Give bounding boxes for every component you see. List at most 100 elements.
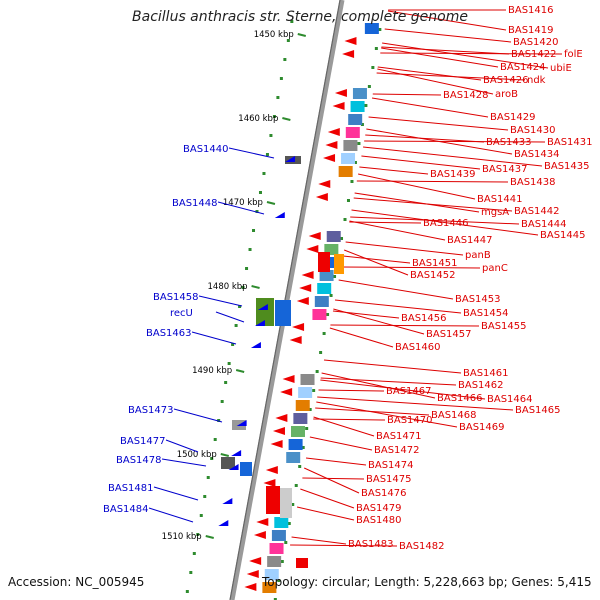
reverse-leader-line: [362, 146, 543, 167]
reverse-gene-label: panC: [482, 263, 508, 274]
scale-label: 1500 kbp: [177, 450, 217, 460]
tick-dots: [185, 20, 382, 600]
reverse-leader-line: [343, 249, 409, 276]
reverse-leader-line: [345, 241, 464, 256]
forward-gene-label: BAS1440: [183, 144, 229, 155]
forward-gene-block: [240, 462, 252, 476]
reverse-leader-line: [333, 308, 425, 335]
reverse-gene-arrow: [325, 141, 338, 149]
large-reverse-block: [318, 252, 330, 272]
right-tick-dot: [364, 104, 368, 107]
reverse-leader-line: [368, 116, 509, 131]
scale-tick: [220, 453, 230, 457]
right-tick-dot: [291, 503, 295, 506]
reverse-gene-label: BAS1447: [447, 235, 493, 246]
reverse-gene-label: BAS1428: [443, 90, 489, 101]
right-tick-dot: [329, 294, 333, 297]
reverse-gene-label: BAS1468: [431, 410, 477, 421]
left-tick-dot: [213, 438, 217, 441]
reverse-gene-label: BAS1469: [459, 422, 505, 433]
gene-block: [341, 153, 356, 164]
reverse-leader-line: [354, 192, 480, 213]
reverse-leader-line: [377, 68, 494, 95]
reverse-gene-arrow: [301, 271, 314, 279]
forward-leader-line: [217, 201, 265, 215]
gene-block: [364, 23, 379, 34]
reverse-gene-label: BAS1435: [544, 161, 590, 172]
reverse-gene-label: BAS1456: [401, 313, 447, 324]
reverse-gene-label: BAS1454: [463, 308, 509, 319]
reverse-leader-line: [330, 324, 480, 327]
right-tick-dot: [357, 142, 361, 145]
reverse-leader-line: [318, 389, 385, 392]
reverse-leader-line: [296, 506, 355, 521]
forward-leader-line: [215, 311, 245, 323]
reverse-gene-label: BAS1471: [376, 431, 422, 442]
reverse-gene-label: BAS1444: [521, 219, 567, 230]
left-tick-dot: [286, 39, 290, 42]
forward-gene-label: BAS1463: [146, 328, 192, 339]
reverse-gene-label: BAS1476: [361, 488, 407, 499]
forward-leader-line: [148, 507, 194, 523]
forward-gene-labels: BAS1440 BAS1448 BAS1458 recU BAS1463 BAS1473 B…: [103, 144, 229, 515]
reverse-leader-line: [329, 327, 394, 348]
scale-label: 1460 kbp: [238, 114, 278, 124]
right-tick-dot: [322, 332, 326, 335]
forward-gene-arrow: [236, 420, 247, 426]
forward-gene-block: [275, 300, 291, 326]
left-tick-dot: [238, 305, 242, 308]
left-tick-dot: [234, 324, 238, 327]
scale-tick: [266, 201, 276, 205]
reverse-gene-label: BAS1475: [366, 474, 412, 485]
gene-block: [350, 101, 365, 112]
reverse-gene-label: BAS1437: [482, 164, 528, 175]
gene-block: [338, 166, 353, 177]
reverse-leader-line: [303, 467, 360, 494]
reverse-gene-label: BAS1422: [511, 49, 557, 60]
right-tick-dot: [301, 446, 305, 449]
reverse-leader-line: [338, 279, 454, 300]
right-tick-dot: [280, 560, 284, 563]
gene-block: [352, 88, 367, 99]
reverse-gene-label: BAS1439: [430, 169, 476, 180]
gene-block: [267, 556, 282, 567]
gene-block: [343, 140, 358, 151]
forward-leader-line: [165, 439, 199, 453]
right-tick-dot: [353, 161, 357, 164]
gene-block: [314, 296, 329, 307]
reverse-leader-line: [356, 180, 509, 183]
reverse-gene-label: BAS1433: [486, 137, 532, 148]
reverse-leader-line: [343, 255, 411, 264]
reverse-gene-arrow: [272, 427, 285, 435]
reverse-leader-line: [320, 377, 457, 386]
reverse-leader-line: [316, 401, 458, 428]
reverse-leader-line: [313, 416, 375, 437]
reverse-gene-label: BAS1451: [412, 258, 458, 269]
forward-gene-label: BAS1481: [108, 483, 154, 494]
left-tick-dot: [196, 533, 200, 536]
left-tick-dot: [231, 343, 235, 346]
reverse-gene-label: BAS1470: [387, 415, 433, 426]
reverse-gene-label: BAS1441: [477, 194, 523, 205]
reverse-gene-arrow: [323, 154, 336, 162]
reverse-leader-line: [302, 477, 365, 480]
reverse-gene-arrow: [270, 440, 283, 448]
reverse-gene-label: folE: [564, 49, 583, 60]
reverse-gene-label: ubiE: [550, 63, 572, 74]
reverse-gene-arrow: [249, 557, 262, 565]
right-tick-dot: [340, 237, 344, 240]
right-tick-dot: [298, 465, 302, 468]
left-tick-dot: [185, 590, 189, 593]
gene-block: [290, 426, 305, 437]
forward-leader-line: [228, 147, 275, 159]
left-tick-dot: [272, 115, 276, 118]
reverse-gene-label: panB: [465, 250, 491, 261]
reverse-leader-line: [300, 488, 355, 509]
right-tick-dot: [343, 218, 347, 221]
gene-blocks: [221, 23, 379, 593]
right-tick-dot: [305, 427, 309, 430]
reverse-gene-arrow: [280, 388, 293, 396]
gene-block: [295, 400, 310, 411]
scale-label: 1490 kbp: [192, 366, 232, 376]
